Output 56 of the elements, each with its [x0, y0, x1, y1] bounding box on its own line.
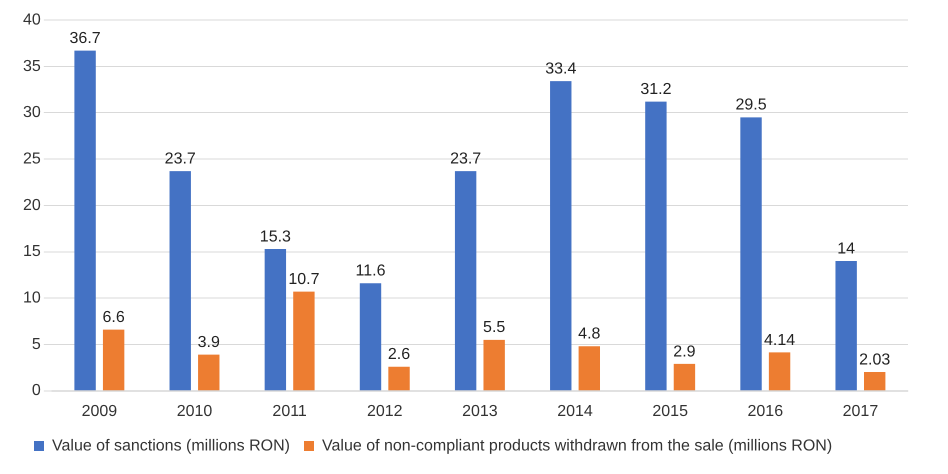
data-label: 23.7	[164, 150, 196, 168]
bar	[102, 330, 124, 390]
data-label: 14	[837, 240, 856, 258]
bar	[578, 346, 600, 390]
bar	[550, 81, 572, 390]
bar	[388, 366, 410, 390]
bar	[74, 50, 96, 390]
bar	[360, 283, 382, 390]
data-label: 2.6	[388, 346, 410, 364]
data-label: 2.03	[859, 351, 890, 368]
x-tick-label: 2010	[176, 402, 212, 420]
x-tick-label: 2015	[652, 402, 688, 420]
bar	[454, 171, 476, 390]
data-label: 4.8	[578, 326, 601, 343]
y-tick-label: 0	[32, 382, 41, 400]
bar	[264, 248, 286, 390]
legend-label: Value of non-compliant products withdrawn from the sale (millions RON)	[322, 437, 832, 454]
x-tick-label: 2014	[557, 402, 593, 420]
y-tick-label: 15	[23, 243, 41, 260]
x-tick-label: 2012	[366, 402, 403, 420]
bar	[864, 372, 886, 390]
x-tick-label: 2016	[748, 402, 784, 420]
bar	[483, 340, 505, 390]
data-label: 33.4	[545, 60, 576, 78]
data-label: 11.6	[356, 262, 386, 280]
data-label: 10.7	[288, 271, 320, 288]
bar	[768, 352, 790, 390]
y-tick-label: 25	[23, 150, 41, 168]
data-label: 3.9	[198, 334, 220, 352]
bar	[740, 117, 762, 390]
x-tick-label: 2017	[842, 402, 878, 420]
data-label: 15.3	[260, 228, 292, 246]
bar	[170, 171, 191, 390]
data-label: 29.5	[735, 96, 767, 114]
bar	[835, 261, 857, 390]
x-tick-label: 2011	[272, 402, 307, 420]
data-label: 23.7	[450, 150, 482, 168]
x-tick-label: 2009	[82, 402, 118, 420]
data-label: 6.6	[102, 309, 125, 326]
legend-label: Value of sanctions (millions RON)	[52, 437, 290, 454]
y-tick-label: 20	[23, 196, 41, 214]
bar	[674, 364, 696, 390]
bar	[198, 354, 220, 390]
x-tick-label: 2013	[462, 402, 498, 420]
bar	[645, 102, 667, 390]
data-label: 2.9	[673, 343, 696, 360]
y-tick-label: 10	[23, 290, 41, 307]
y-tick-label: 5	[32, 336, 41, 353]
data-label: 31.2	[640, 80, 672, 98]
y-tick-label: 30	[23, 104, 41, 122]
data-label: 4.14	[764, 332, 796, 349]
bar	[293, 292, 315, 390]
y-tick-label: 40	[23, 11, 41, 28]
y-tick-label: 35	[23, 58, 41, 75]
data-label: 36.7	[70, 30, 101, 47]
data-label: 5.5	[483, 319, 506, 336]
